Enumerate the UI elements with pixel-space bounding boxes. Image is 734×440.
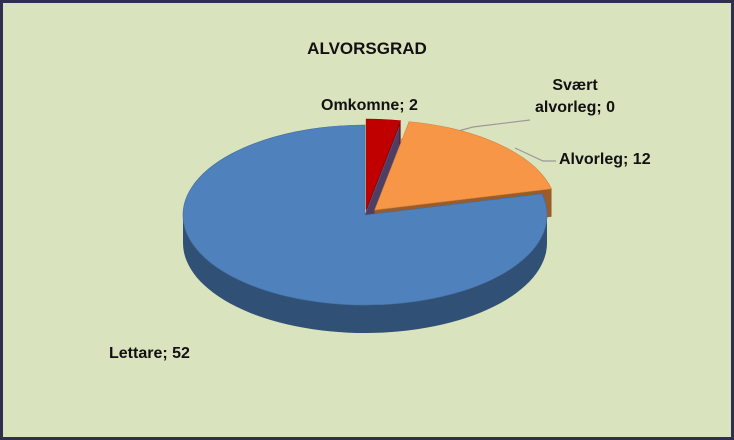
data-label: Alvorleg; 12 [559,151,651,168]
data-label: Omkomne; 2 [321,97,418,114]
slice [374,121,552,211]
slice [365,118,402,210]
slice-side [183,215,547,333]
slice [364,126,400,216]
data-label: Svært alvorleg; 0 [534,77,616,116]
data-label: Lettare; 52 [109,345,190,362]
slice [182,124,548,306]
leader-line [514,147,556,162]
pie-area [182,118,556,333]
chart-title: ALVORSGRAD [307,39,427,58]
